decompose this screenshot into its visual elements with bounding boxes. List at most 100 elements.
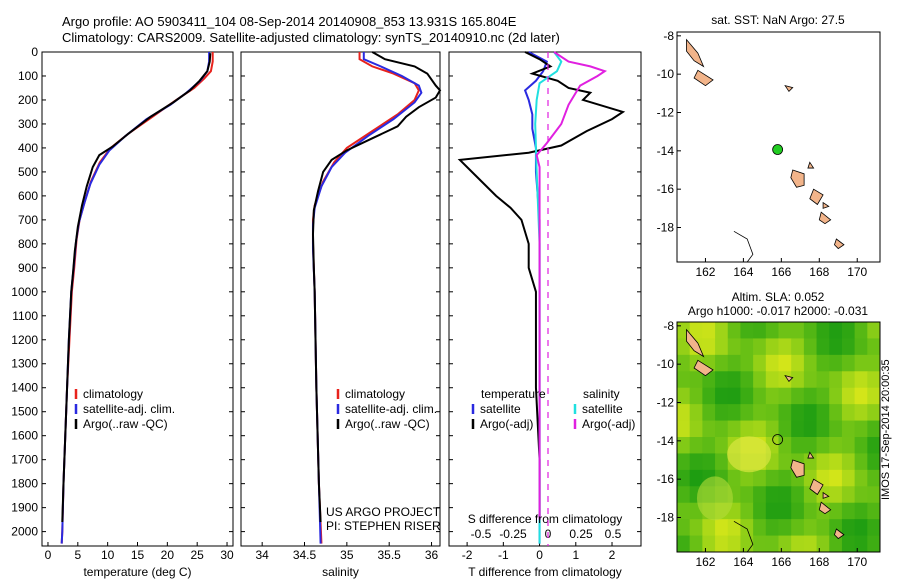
x-tick-label: 34.5: [293, 548, 317, 562]
sla-cell: [715, 519, 729, 537]
sla-cell: [765, 519, 779, 537]
sla-cell: [867, 420, 881, 438]
sla-cell: [829, 338, 843, 356]
sla-cell: [867, 469, 881, 487]
sla-cell: [778, 502, 792, 520]
sla-cell: [689, 437, 703, 454]
island-shape: [784, 375, 794, 383]
sla-cell: [715, 420, 729, 438]
map-x-tick-label: 168: [809, 265, 829, 279]
sla-cell: [791, 371, 805, 389]
y-tick-label: 800: [18, 237, 38, 251]
sla-cell: [753, 322, 767, 339]
sla-cell: [867, 338, 881, 356]
map-y-tick-label: -16: [657, 472, 675, 486]
legend-label: satellite: [582, 402, 623, 416]
sla-cell: [829, 387, 843, 405]
pi-annotation: PI: STEPHEN RISER: [326, 519, 441, 533]
sla-cell: [803, 535, 818, 553]
sla-cell: [702, 322, 716, 339]
sla-cell: [715, 404, 729, 422]
sla-cell: [727, 404, 741, 422]
sla-cell: [677, 354, 691, 372]
map-y-tick-label: -16: [657, 182, 675, 196]
sla-cell: [689, 469, 703, 487]
sla-cell: [765, 404, 779, 422]
sla-cell: [753, 404, 767, 422]
sla-cell: [778, 354, 792, 372]
sla-map-title: Altim. SLA: 0.052: [732, 290, 825, 304]
map-y-tick-label: -18: [657, 221, 675, 235]
series-line-argo-raw-qc-: [61, 53, 212, 523]
sla-cell: [867, 322, 881, 339]
sla-cell: [778, 519, 792, 537]
x-tick-label: 25: [191, 548, 205, 562]
y-tick-label: 700: [18, 213, 38, 227]
sla-cell: [867, 535, 881, 553]
y-tick-label: 900: [18, 261, 38, 275]
y-tick-label: 500: [18, 165, 38, 179]
sla-cell: [867, 453, 881, 471]
x-axis-label: T difference from climatology: [468, 565, 622, 579]
sla-cell: [677, 404, 691, 422]
sla-cell: [753, 387, 767, 405]
sla-cell: [816, 404, 830, 422]
sla-cell: [778, 404, 792, 422]
series-line-s-argo-adj-: [535, 51, 608, 520]
sla-cell: [816, 354, 830, 372]
sla-cell: [702, 420, 716, 438]
x-axis-label: salinity: [322, 565, 359, 579]
sst-map-title: sat. SST: NaN Argo: 27.5: [711, 13, 845, 27]
sla-cell: [803, 387, 818, 405]
island-shape: [818, 501, 832, 515]
series-line-satellite-adj-clim-: [311, 52, 423, 544]
sla-cell: [702, 519, 716, 537]
sla-cell: [854, 338, 868, 356]
x-tick-label: -2: [462, 548, 473, 562]
y-tick-label: 1100: [12, 309, 38, 323]
y-tick-label: 1900: [11, 501, 38, 515]
sla-high-patch: [696, 476, 733, 521]
y-tick-label: 300: [18, 117, 38, 131]
map-x-tick-label: 168: [809, 555, 829, 569]
sla-cell: [791, 420, 805, 438]
sla-cell: [803, 354, 818, 372]
sla-cell: [778, 437, 792, 454]
series-line-argo-raw-qc-: [311, 51, 442, 523]
sla-cell: [803, 371, 818, 389]
sla-cell: [816, 437, 830, 454]
sla-cell: [791, 519, 805, 537]
sla-cell: [715, 437, 729, 454]
sla-cell: [740, 486, 754, 504]
sla-cell: [854, 437, 868, 454]
map-x-tick-label: 166: [771, 265, 791, 279]
map-x-tick-label: 162: [695, 555, 715, 569]
legend-label: satellite-adj. clim.: [345, 402, 437, 416]
island-shape: [809, 188, 824, 206]
x-tick-label-secondary: 0.5: [605, 527, 622, 541]
x-tick-label: 15: [131, 548, 145, 562]
sla-cell: [867, 354, 881, 372]
sla-cell: [854, 387, 868, 405]
sla-cell: [854, 420, 868, 438]
legend-label: Argo(..raw -QC): [345, 417, 430, 431]
sla-cell: [765, 371, 779, 389]
sla-cell: [791, 354, 805, 372]
sla-cell: [689, 535, 703, 553]
sla-cell: [740, 519, 754, 537]
sla-cell: [829, 371, 843, 389]
sla-cell: [765, 502, 779, 520]
sla-cell: [791, 502, 805, 520]
sla-cell: [803, 404, 818, 422]
sla-cell: [677, 519, 691, 537]
plot-frame-difference: [448, 51, 642, 547]
sla-cell: [791, 404, 805, 422]
sla-cell: [765, 387, 779, 405]
x-tick-label: -1: [498, 548, 509, 562]
y-tick-label: 1700: [11, 453, 38, 467]
y-tick-label: 1200: [11, 333, 38, 347]
sla-cell: [702, 535, 716, 553]
sla-cell: [841, 338, 856, 356]
sla-cell: [765, 420, 779, 438]
